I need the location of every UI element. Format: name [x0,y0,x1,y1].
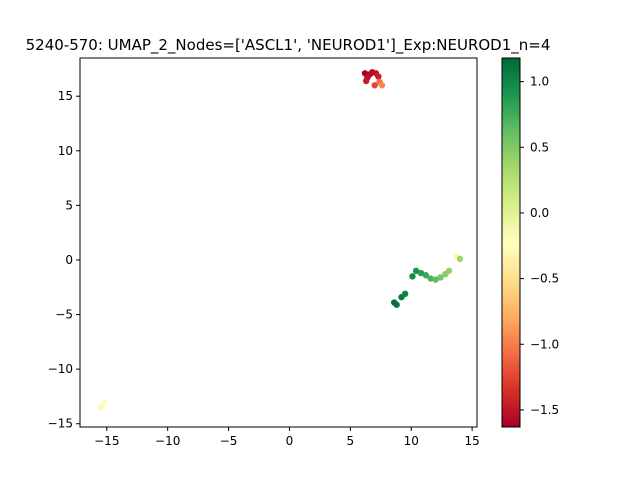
colorbar-tick-label: −0.5 [530,272,559,286]
x-tick-label: 15 [464,434,479,448]
colorbar-axis: −1.5 −1.0 −0.5 0.0 0.5 1.0 [520,75,559,417]
scatter-point [401,290,409,298]
scatter-point [422,272,430,279]
colorbar-tick-label: 0.0 [530,206,549,220]
scatter-point [456,255,464,263]
y-tick-label: −15 [48,417,73,431]
x-tick-label: −15 [94,434,119,448]
x-tick-label: 5 [347,434,355,448]
scatter-points [97,68,464,411]
y-tick-label: 5 [65,198,73,212]
x-tick-label: 0 [286,434,294,448]
y-tick-label: −10 [48,362,73,376]
x-tick-label: −10 [155,434,180,448]
scatter-point [97,404,104,411]
y-tick-label: 15 [58,89,73,103]
scatter-point [417,269,425,277]
colorbar-tick-label: −1.0 [530,337,559,351]
scatter-point [445,267,453,275]
y-tick-label: 0 [65,253,73,267]
colorbar-tick-label: 0.5 [530,140,549,154]
colorbar-tick-label: −1.5 [530,403,559,417]
scatter-point [432,276,439,283]
scatter-point [437,274,444,281]
x-tick-label: −5 [220,434,238,448]
x-tick-label: 10 [404,434,419,448]
scatter-point [362,77,370,85]
scatter-point [409,273,416,280]
colorbar-tick-label: 1.0 [530,75,549,89]
y-tick-label: −5 [55,308,73,322]
scatter-point [427,275,434,282]
plot-frame [79,57,478,428]
scatter-point [375,73,382,80]
chart-title: 5240-570: UMAP_2_Nodes=['ASCL1', 'NEUROD… [26,36,551,55]
scatter-point [378,82,386,89]
colorbar [502,58,520,427]
scatter-point [412,267,420,275]
y-tick-label: 10 [58,144,73,158]
x-axis: −15 −10 −5 0 5 10 15 [94,427,480,448]
scatter-point [393,301,400,308]
scatter-point [101,399,108,407]
y-axis: −15 −10 −5 0 5 10 15 [48,89,80,431]
scatter-point [371,82,378,89]
colorbar-frame [501,57,521,428]
